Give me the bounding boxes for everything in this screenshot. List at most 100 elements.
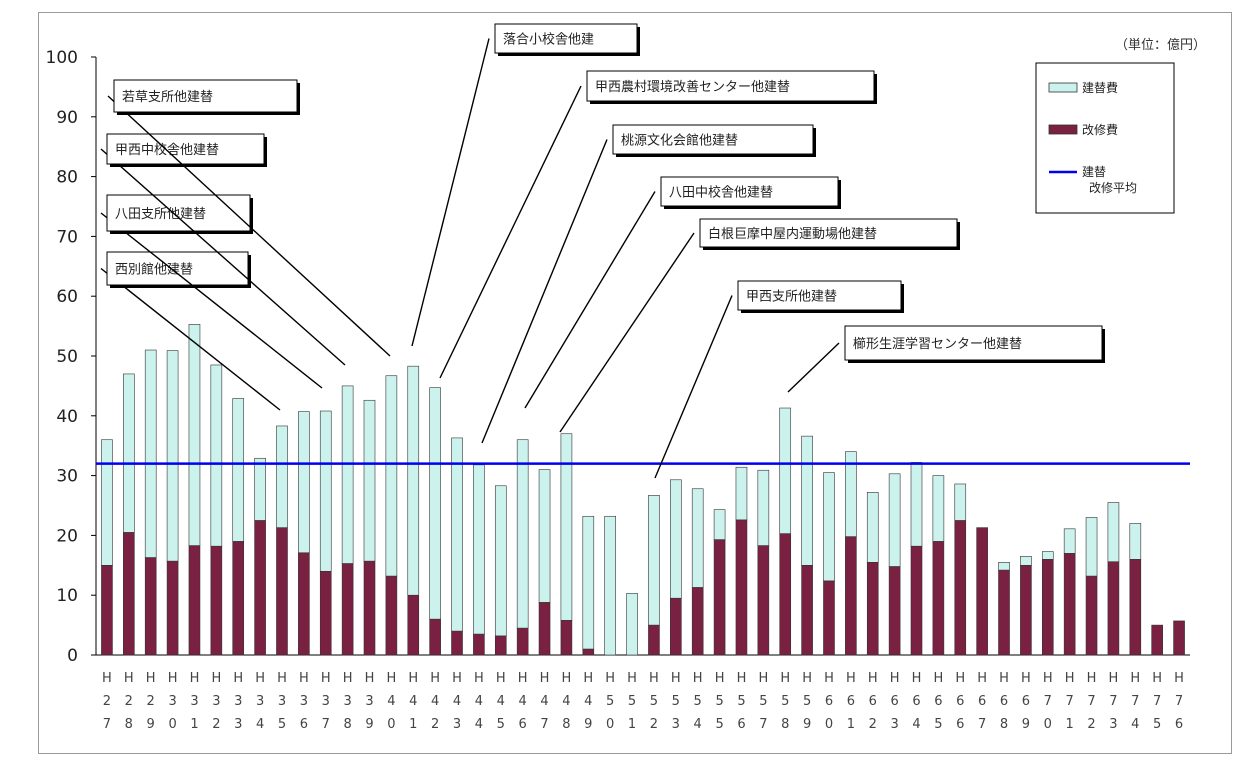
x-tick-label: 6 [300,717,308,732]
bar-tatekae [779,407,792,534]
x-tick-label: 3 [453,717,461,732]
bar-tatekae [494,485,507,637]
x-tick-label: 3 [1109,717,1117,732]
bar-tatekae [801,435,813,566]
annotation-box [737,280,902,311]
x-tick-label: 7 [322,717,330,732]
bar-kaishu [670,597,682,656]
bar-kaishu [494,635,507,656]
bar-kaishu [648,624,660,656]
bar-tatekae [888,473,901,567]
annotation-box [612,124,814,155]
x-tick-label: H [146,671,156,686]
bar-kaishu [385,575,398,656]
x-tick-label: 8 [1000,717,1008,732]
bar-kaishu [1173,620,1185,656]
bar-kaishu [1063,553,1076,656]
bar-kaishu [123,532,135,656]
x-tick-label: H [168,671,178,686]
x-tick-label: H [999,671,1009,686]
bar-kaishu [1129,559,1142,656]
x-tick-label: 5 [628,694,636,709]
bar-kaishu [166,560,179,656]
annotation-label: 落合小校舎他建 [503,32,594,48]
bar-tatekae [101,439,113,566]
bar-tatekae [254,457,266,521]
x-tick-label: H [365,671,375,686]
bar-kaishu [1085,575,1098,656]
x-tick-label: 6 [847,694,855,709]
bar-kaishu [560,620,573,656]
x-tick-label: 8 [343,717,351,732]
x-tick-label: H [1130,671,1140,686]
x-tick-label: 6 [1022,694,1030,709]
x-tick-label: H [233,671,243,686]
x-tick-label: H [933,671,943,686]
annotation-leader-line [107,95,391,357]
x-tick-label: 0 [168,717,176,732]
bar-kaishu [998,569,1010,656]
x-tick-label: H [562,671,572,686]
x-tick-label: H [912,671,922,686]
bar-tatekae [670,479,682,599]
bar-tatekae [582,515,595,650]
x-tick-label: 4 [387,694,395,709]
bar-tatekae [998,562,1010,571]
annotation-box [699,218,958,248]
annotation-leader-line [559,232,695,433]
x-tick-label: 8 [562,717,570,732]
x-tick-label: H [518,671,528,686]
bar-tatekae [385,375,398,577]
x-tick-label: H [408,671,418,686]
x-tick-label: 7 [540,717,548,732]
x-tick-label: 0 [1044,717,1052,732]
x-tick-label: 3 [890,717,898,732]
x-tick-label: H [671,671,681,686]
bar-tatekae [1063,528,1076,554]
x-tick-label: H [1087,671,1097,686]
annotation-label: 桃源文化会館他建替 [621,134,738,149]
x-tick-label: 1 [409,717,417,732]
x-tick-label: 3 [300,694,308,709]
x-tick-label: 1 [628,717,636,732]
x-tick-label: 6 [869,694,877,709]
bar-kaishu [713,539,726,656]
bar-tatekae [538,469,551,603]
x-tick-label: 3 [212,694,220,709]
x-tick-label: H [890,671,900,686]
bar-tatekae [451,437,463,632]
x-tick-label: 4 [562,694,570,709]
x-tick-label: 1 [847,717,855,732]
bar-tatekae [516,439,529,629]
legend-swatch [1048,82,1078,93]
legend-label: 建替 [1082,165,1106,179]
y-tick-label: 20 [56,526,78,546]
x-tick-label: H [299,671,309,686]
x-tick-label: 8 [125,717,133,732]
x-tick-label: 5 [672,694,680,709]
bar-kaishu [1107,561,1120,656]
x-tick-label: 4 [475,717,483,732]
y-axis: 0 10 20 30 40 50 60 70 80 90 100 [46,48,97,666]
legend-label: 建替費 [1082,80,1118,95]
x-tick-label: 3 [672,717,680,732]
bar-tatekae [954,483,967,521]
x-tick-label: 5 [278,717,286,732]
bar-tatekae [429,387,441,620]
bar-kaishu [144,557,157,656]
x-tick-label: 3 [365,694,373,709]
x-tick-label: H [430,671,440,686]
annotation-box [106,133,265,165]
x-tick-label: H [496,671,506,686]
x-tick-label: 9 [803,717,811,732]
bar-kaishu [932,541,945,656]
annotation-box [113,79,298,113]
bar-kaishu [910,545,923,656]
x-tick-label: 5 [715,694,723,709]
bar-tatekae [188,324,201,546]
x-tick-label: 1 [1066,717,1074,732]
y-tick-label: 40 [56,407,78,427]
bar-tatekae [910,462,923,547]
bar-tatekae [341,385,354,564]
legend-label: 改修費 [1082,122,1118,137]
